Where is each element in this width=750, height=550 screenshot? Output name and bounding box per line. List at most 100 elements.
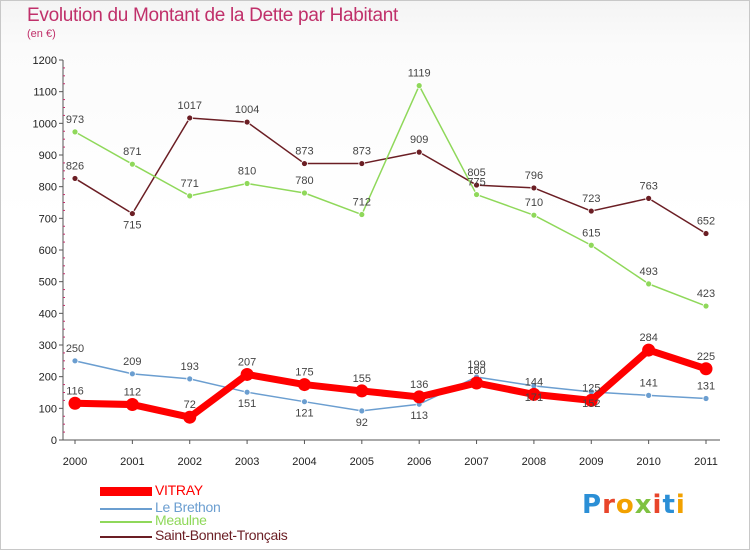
data-point-saint-bonnet-tron-ais xyxy=(301,160,308,167)
x-tick-label: 2011 xyxy=(694,456,718,468)
data-label-saint-bonnet-tron-ais: 715 xyxy=(123,220,141,232)
data-label-meaulne: 771 xyxy=(181,178,199,190)
series-line-saint-bonnet-tron-ais xyxy=(74,117,707,235)
y-tick-label: 900 xyxy=(39,150,57,162)
data-label-le-brethon: 141 xyxy=(639,377,657,389)
data-point-saint-bonnet-tron-ais xyxy=(587,207,595,215)
data-point-vitray xyxy=(412,390,426,404)
x-tick-label: 2007 xyxy=(464,456,488,468)
y-tick-label: 0 xyxy=(51,435,57,447)
data-point-vitray xyxy=(470,376,484,390)
data-label-meaulne: 423 xyxy=(697,288,715,300)
data-label-meaulne: 710 xyxy=(525,197,543,209)
y-tick-label: 100 xyxy=(39,403,57,415)
data-label-meaulne: 1119 xyxy=(408,68,431,80)
data-point-saint-bonnet-tron-ais xyxy=(243,118,251,126)
data-label-vitray: 125 xyxy=(582,382,600,394)
y-tick-label: 600 xyxy=(39,245,57,257)
data-point-vitray xyxy=(240,367,254,381)
data-point-meaulne xyxy=(186,192,194,200)
logo-letter: i xyxy=(652,490,663,520)
legend-swatch-meaulne xyxy=(100,521,152,523)
legend-label: Le Brethon xyxy=(155,499,221,515)
data-label-meaulne: 775 xyxy=(467,177,485,189)
data-label-saint-bonnet-tron-ais: 873 xyxy=(295,146,313,158)
y-tick-label: 1100 xyxy=(33,87,57,99)
data-point-meaulne xyxy=(358,211,366,218)
chart-title: Evolution du Montant de la Dette par Hab… xyxy=(27,5,398,26)
y-tick-label: 500 xyxy=(39,277,57,289)
data-point-le-brethon xyxy=(71,357,79,365)
data-label-vitray: 136 xyxy=(410,379,428,391)
data-point-meaulne xyxy=(473,191,480,198)
logo-letter: o xyxy=(615,490,635,520)
data-point-vitray xyxy=(699,362,713,376)
series-layer xyxy=(68,82,713,424)
y-tick-label: 200 xyxy=(39,372,57,384)
data-label-saint-bonnet-tron-ais: 796 xyxy=(525,170,543,182)
data-point-meaulne xyxy=(645,280,653,288)
data-point-vitray xyxy=(355,384,369,398)
data-label-saint-bonnet-tron-ais: 805 xyxy=(467,167,485,179)
x-tick-label: 2009 xyxy=(579,456,603,468)
legend-swatch-le-brethon xyxy=(100,508,152,510)
data-point-meaulne xyxy=(587,241,595,249)
data-point-vitray xyxy=(68,396,82,410)
data-label-le-brethon: 209 xyxy=(123,356,141,368)
x-tick-label: 2008 xyxy=(522,456,546,468)
y-tick-label: 400 xyxy=(39,308,57,320)
data-point-vitray xyxy=(297,378,311,392)
data-label-saint-bonnet-tron-ais: 1004 xyxy=(235,104,259,116)
data-label-vitray: 144 xyxy=(525,376,543,388)
data-label-meaulne: 871 xyxy=(123,146,141,158)
data-label-meaulne: 780 xyxy=(295,175,313,187)
data-point-le-brethon xyxy=(243,388,251,396)
data-point-le-brethon xyxy=(186,375,194,383)
data-label-vitray: 116 xyxy=(66,385,84,397)
legend-swatch-saint-bonnet-troncais xyxy=(100,536,152,538)
logo-letter: x xyxy=(634,490,653,520)
data-point-saint-bonnet-tron-ais xyxy=(415,148,423,156)
data-point-meaulne xyxy=(415,82,423,90)
legend-label: Meaulne xyxy=(155,512,207,528)
proxiti-logo: Proxiti xyxy=(582,490,686,520)
logo-letter: r xyxy=(602,490,616,520)
data-point-saint-bonnet-tron-ais xyxy=(530,184,538,192)
legend-label: VITRAY xyxy=(155,482,203,498)
data-label-saint-bonnet-tron-ais: 723 xyxy=(582,193,600,205)
data-label-le-brethon: 151 xyxy=(238,398,256,410)
data-point-saint-bonnet-tron-ais xyxy=(473,181,480,189)
y-tick-label: 700 xyxy=(39,213,57,225)
data-point-meaulne xyxy=(301,189,308,197)
x-tick-label: 2010 xyxy=(636,456,660,468)
data-label-le-brethon: 113 xyxy=(410,410,428,422)
legend-label: Saint-Bonnet-Tronçais xyxy=(155,527,288,543)
data-point-vitray xyxy=(584,393,598,407)
series-line-vitray xyxy=(71,346,710,421)
data-point-vitray xyxy=(642,343,656,357)
data-point-saint-bonnet-tron-ais xyxy=(358,160,366,167)
y-tick-label: 1200 xyxy=(33,55,57,67)
data-label-meaulne: 973 xyxy=(66,114,84,126)
data-point-saint-bonnet-tron-ais xyxy=(702,230,710,237)
data-point-le-brethon xyxy=(645,391,653,399)
data-point-le-brethon xyxy=(702,395,710,402)
logo-letter: P xyxy=(582,490,603,520)
y-tick-label: 300 xyxy=(39,340,57,352)
x-tick-label: 2000 xyxy=(63,456,87,468)
y-tick-label: 800 xyxy=(39,182,57,194)
x-tick-label: 2005 xyxy=(350,456,374,468)
legend-swatch-vitray xyxy=(100,487,152,496)
data-label-meaulne: 810 xyxy=(238,166,256,178)
data-label-le-brethon: 199 xyxy=(467,359,485,371)
data-label-vitray: 207 xyxy=(238,356,256,368)
data-label-le-brethon: 121 xyxy=(295,408,313,420)
data-point-meaulne xyxy=(128,160,136,168)
data-label-saint-bonnet-tron-ais: 826 xyxy=(66,160,84,172)
data-label-le-brethon: 152 xyxy=(582,398,600,410)
y-tick-label: 1000 xyxy=(33,118,57,130)
data-point-vitray xyxy=(125,398,139,412)
logo-letter: t xyxy=(662,490,676,520)
